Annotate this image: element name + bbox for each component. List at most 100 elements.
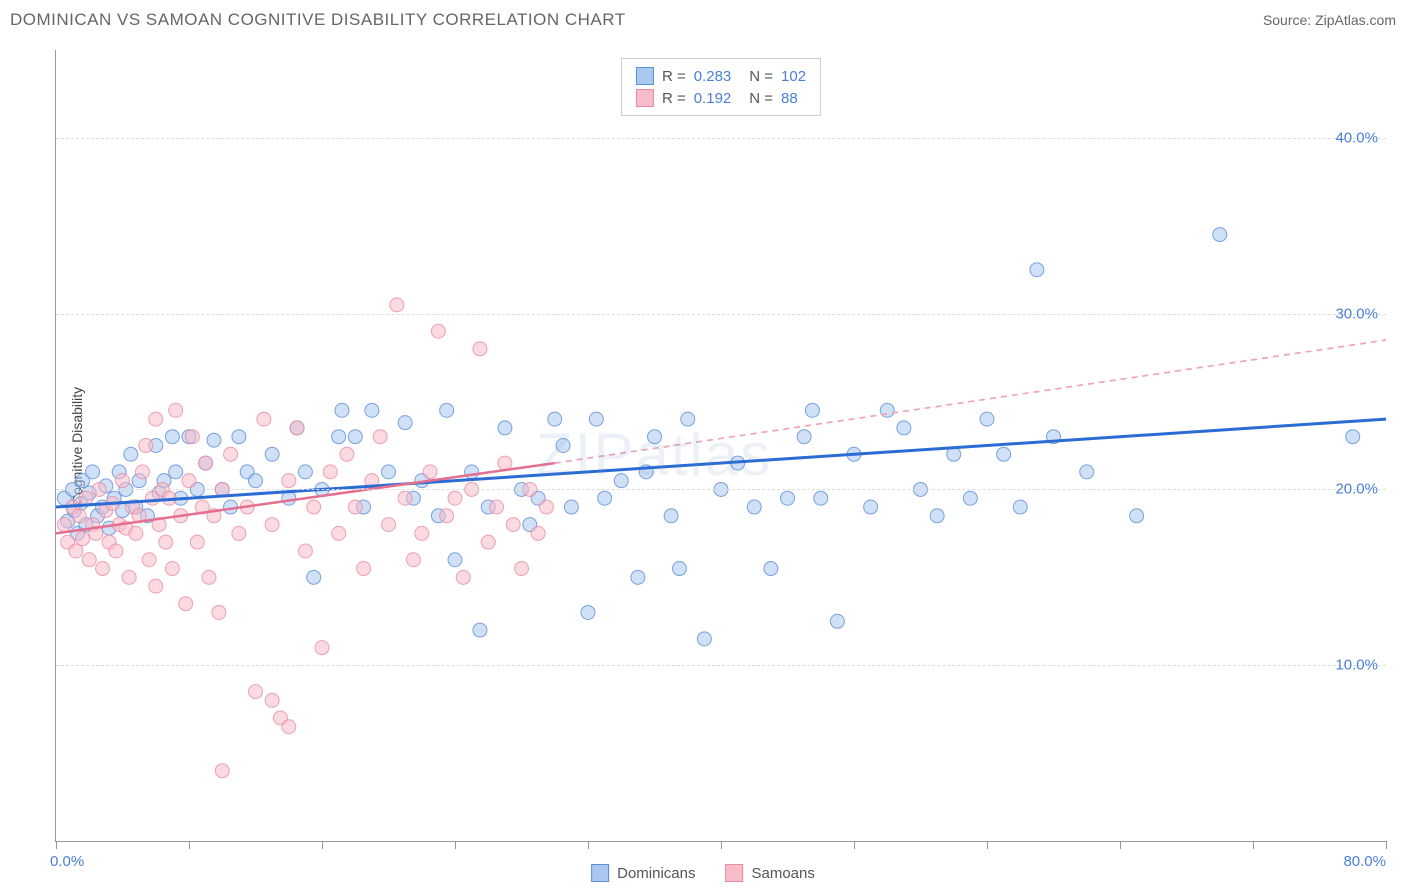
data-point [764,562,778,576]
data-point [448,491,462,505]
legend-r-value: 0.192 [694,90,732,107]
data-point [373,430,387,444]
data-point [589,412,603,426]
data-point [165,430,179,444]
x-axis-start-label: 0.0% [50,853,84,870]
legend-n-value: 88 [781,90,798,107]
data-point [282,720,296,734]
series-legend-item: Dominicans [591,864,695,882]
legend-row: R = 0.192 N = 88 [636,87,806,109]
data-point [199,456,213,470]
source-attribution: Source: ZipAtlas.com [1263,12,1396,28]
data-point [265,518,279,532]
data-point [864,500,878,514]
gridline [56,314,1386,315]
data-point [149,412,163,426]
data-point [1130,509,1144,523]
data-point [473,342,487,356]
data-point [357,562,371,576]
data-point [249,685,263,699]
x-tick [455,841,456,849]
data-point [980,412,994,426]
data-point [290,421,304,435]
data-point [539,500,553,514]
legend-n-label: N = [749,68,773,85]
data-point [681,412,695,426]
data-point [897,421,911,435]
data-point [109,544,123,558]
data-point [1030,263,1044,277]
data-point [515,562,529,576]
gridline [56,489,1386,490]
data-point [207,433,221,447]
data-point [348,500,362,514]
legend-r-value: 0.283 [694,68,732,85]
legend-r-label: R = [662,90,686,107]
data-point [498,421,512,435]
trend-line-extrapolated [555,340,1386,463]
data-point [190,535,204,549]
data-point [335,403,349,417]
series-legend-item: Samoans [726,864,815,882]
data-point [382,518,396,532]
data-point [531,526,545,540]
data-point [185,430,199,444]
data-point [57,518,71,532]
data-point [556,439,570,453]
data-point [265,693,279,707]
data-point [382,465,396,479]
series-legend: Dominicans Samoans [591,864,815,882]
data-point [365,403,379,417]
data-point [69,544,83,558]
data-point [781,491,795,505]
data-point [340,447,354,461]
data-point [224,447,238,461]
data-point [332,430,346,444]
x-tick [1120,841,1121,849]
data-point [249,474,263,488]
data-point [232,430,246,444]
data-point [116,474,130,488]
gridline [56,138,1386,139]
data-point [648,430,662,444]
x-tick [987,841,988,849]
data-point [415,526,429,540]
data-point [423,465,437,479]
data-point [202,570,216,584]
data-point [963,491,977,505]
data-point [440,509,454,523]
data-point [664,509,678,523]
data-point [96,562,110,576]
scatter-plot-svg [56,50,1386,841]
x-tick [322,841,323,849]
data-point [598,491,612,505]
legend-row: R = 0.283 N = 102 [636,65,806,87]
data-point [548,412,562,426]
data-point [86,465,100,479]
data-point [814,491,828,505]
chart-header: DOMINICAN VS SAMOAN COGNITIVE DISABILITY… [10,10,1396,30]
data-point [747,500,761,514]
data-point [398,491,412,505]
data-point [307,570,321,584]
data-point [215,764,229,778]
data-point [82,553,96,567]
data-point [165,562,179,576]
data-point [139,439,153,453]
data-point [169,465,183,479]
data-point [179,597,193,611]
data-point [1080,465,1094,479]
data-point [169,403,183,417]
legend-swatch [726,864,744,882]
plot-area: ZIPatlas R = 0.283 N = 102 R = 0.192 N =… [55,50,1386,842]
data-point [830,614,844,628]
data-point [431,324,445,338]
data-point [1013,500,1027,514]
data-point [282,474,296,488]
legend-swatch [636,67,654,85]
data-point [142,553,156,567]
x-tick [56,841,57,849]
data-point [182,474,196,488]
data-point [506,518,520,532]
data-point [481,535,495,549]
